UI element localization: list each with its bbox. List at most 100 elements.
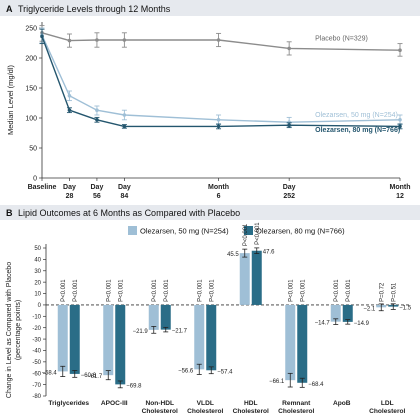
p-value-label: P<0.001 (73, 279, 79, 302)
y-tick-label: 150 (25, 86, 37, 93)
p-value-label: P<0.001 (288, 279, 294, 302)
legend-label-50mg: Olezarsen, 50 mg (N=254) (140, 227, 229, 236)
data-point (67, 94, 72, 98)
value-label: −68.4 (308, 382, 324, 388)
value-label: −60.6 (81, 373, 97, 379)
value-label: −61.7 (87, 374, 103, 380)
x-tick-label: Baseline (28, 184, 57, 191)
panel-b-label: B (6, 208, 13, 218)
panel-b-title: Lipid Outcomes at 6 Months as Compared w… (18, 208, 240, 218)
p-value-label: P<0.001 (118, 279, 124, 302)
series-label-1: Olezarsen, 50 mg (N=254) (315, 112, 398, 119)
p-value-label: P<0.001 (106, 279, 112, 302)
value-label: −14.9 (354, 321, 370, 327)
bar (69, 304, 80, 374)
data-point (122, 113, 127, 117)
p-value-label: P<0.001 (300, 279, 306, 302)
category-label: Triglycerides (48, 400, 89, 407)
p-value-label: P=0.72 (379, 282, 385, 302)
p-value-label: P<0.001 (197, 279, 203, 302)
bar (285, 304, 296, 381)
data-point (216, 38, 221, 42)
value-label: −2.1 (363, 306, 376, 312)
category-label: VLDL (197, 400, 214, 407)
category-label: ApoB (333, 400, 351, 407)
bar (342, 304, 353, 322)
value-label: 47.6 (263, 250, 275, 256)
value-label: −56.6 (178, 368, 194, 374)
x-tick-label: 12 (396, 193, 404, 200)
x-tick-label: Month (390, 184, 411, 191)
x-tick-label: 28 (66, 193, 74, 200)
value-label: −14.7 (315, 321, 331, 327)
y-tick-label: -40 (32, 349, 41, 355)
y-tick-label: 0 (38, 303, 42, 309)
legend-label-80mg: Olezarsen, 80 mg (N=766) (256, 227, 345, 236)
bar (330, 304, 341, 322)
value-label: −21.9 (133, 329, 149, 335)
series-label-0: Placebo (N=329) (315, 35, 368, 42)
bar (194, 304, 205, 370)
y-tick-label: -10 (32, 315, 41, 321)
data-point (398, 124, 402, 129)
category-label: APOC-III (101, 400, 128, 407)
value-label: −1.5 (399, 306, 412, 312)
data-point (95, 108, 99, 112)
panel-b-ylabel-line1: Change in Level as Compared with Placebo (6, 262, 13, 398)
series-label-2: Olezarsen, 80 mg (N=766) (315, 127, 400, 134)
x-tick-label: 252 (283, 193, 295, 200)
x-tick-label: Day (118, 184, 131, 191)
y-tick-label: 200 (25, 56, 37, 63)
value-label: −66.1 (269, 379, 285, 385)
y-tick-label: 0 (33, 176, 37, 183)
data-point (67, 38, 72, 43)
y-tick-label: 50 (29, 146, 37, 153)
x-tick-label: Day (91, 184, 104, 191)
y-tick-label: 10 (34, 292, 41, 298)
y-tick-label: 30 (34, 269, 41, 275)
category-label: Non-HDL (145, 400, 174, 407)
value-label: 45.5 (227, 252, 239, 258)
y-tick-label: 50 (34, 246, 41, 252)
data-point (122, 124, 127, 129)
bar (148, 304, 159, 330)
data-point (40, 34, 44, 39)
category-label: Cholesterol (369, 408, 405, 415)
p-value-label: P<0.001 (334, 279, 340, 302)
y-tick-label: -20 (32, 326, 41, 332)
panel-a-plot: 0 50 100 150 200 250 Baseline Day 28 Day 56 Day 84 Mo… (25, 22, 411, 200)
y-tick-label: -30 (32, 337, 41, 343)
data-point (398, 48, 402, 52)
y-tick-label: 40 (34, 258, 41, 264)
y-tick-label: 20 (34, 280, 41, 286)
data-point (287, 123, 291, 127)
data-point (95, 38, 99, 42)
data-point (67, 108, 72, 112)
y-tick-label: 250 (25, 26, 37, 33)
panel-b-plot: -80 -70 -60 -50 -40 -30 -20 -10 0 10 20 30 40 50 Trigl… (32, 222, 411, 415)
x-tick-label: 84 (120, 193, 128, 200)
panel-a-label: A (6, 4, 13, 14)
y-tick-label: -80 (32, 394, 41, 400)
value-label: −58.4 (42, 370, 58, 376)
bar (297, 304, 308, 383)
category-label: Cholesterol (187, 408, 223, 415)
data-point (95, 118, 99, 122)
x-tick-label: 56 (93, 193, 101, 200)
p-value-label: P<0.001 (255, 222, 261, 245)
data-point (287, 46, 291, 51)
legend-swatch-50mg (128, 226, 137, 235)
p-value-label: P=0.51 (391, 282, 397, 302)
data-point (398, 118, 402, 122)
p-value-label: P<0.001 (346, 279, 352, 302)
x-tick-label: 6 (217, 193, 221, 200)
y-tick-label: 100 (25, 116, 37, 123)
panel-a-ylabel: Median Level (mg/dl) (6, 64, 15, 135)
y-tick-label: -60 (32, 371, 41, 377)
data-point (216, 124, 221, 129)
panel-b-ylabel-line2: (percentage points) (15, 300, 22, 360)
category-label: Remnant (282, 400, 311, 407)
legend-swatch-80mg (244, 226, 253, 235)
y-tick-label: -70 (32, 383, 41, 389)
